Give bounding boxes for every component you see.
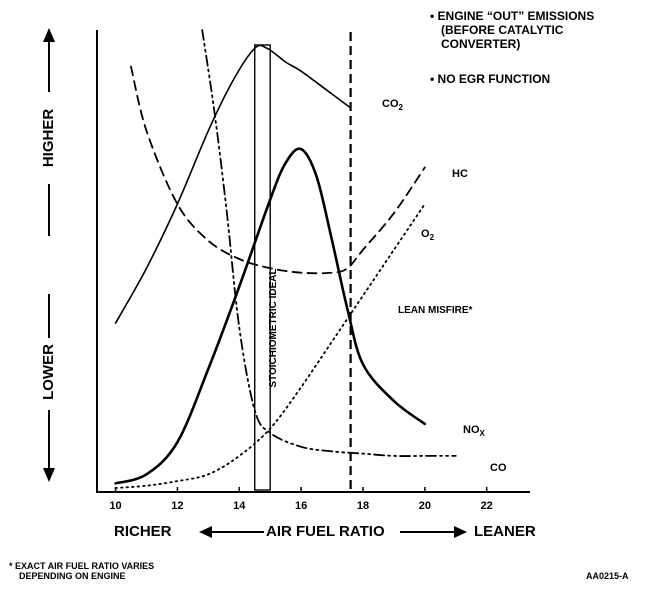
down-arrow-icon bbox=[43, 468, 55, 482]
series-label-hc: HC bbox=[452, 168, 468, 180]
x-tick-label: 10 bbox=[109, 500, 121, 512]
y-axis-label-lower: LOWER bbox=[40, 344, 57, 400]
x-tick-labels: 10 12 14 16 18 20 22 bbox=[109, 500, 492, 512]
y-axis-label-higher: HIGHER bbox=[40, 108, 57, 168]
series-label-nox: NOX bbox=[463, 424, 486, 438]
left-arrow-icon bbox=[199, 526, 212, 538]
x-tick-label: 16 bbox=[295, 500, 307, 512]
lean-misfire-label: LEAN MISFIRE* bbox=[398, 305, 473, 316]
note-before-catalytic: (BEFORE CATALYTIC bbox=[441, 23, 564, 37]
footnote-line-1: * EXACT AIR FUEL RATIO VARIES bbox=[9, 561, 155, 571]
x-tick-label: 12 bbox=[171, 500, 183, 512]
series-line-co bbox=[201, 29, 457, 457]
series-layer: CO2 NOX HC O2 CO bbox=[114, 29, 507, 489]
x-axis-label-leaner: LEANER bbox=[474, 523, 536, 540]
x-tick-label: 14 bbox=[233, 500, 246, 512]
series-line-co2 bbox=[114, 44, 352, 324]
right-arrow-icon bbox=[454, 526, 467, 538]
x-tick-marks bbox=[114, 487, 488, 492]
x-tick-label: 18 bbox=[357, 500, 369, 512]
axes bbox=[96, 30, 530, 493]
note-engine-out: • ENGINE “OUT” EMISSIONS bbox=[430, 9, 595, 23]
figure-code: AA0215-A bbox=[586, 571, 629, 581]
footnote-line-2: DEPENDING ON ENGINE bbox=[19, 571, 126, 581]
series-line-nox bbox=[114, 147, 427, 485]
up-arrow-icon bbox=[43, 28, 55, 42]
series-label-co2: CO2 bbox=[382, 98, 404, 112]
stoichiometric-label: STOICHIOMETRIC IDEAL bbox=[268, 268, 279, 388]
x-tick-label: 22 bbox=[481, 500, 493, 512]
series-line-hc bbox=[130, 65, 426, 275]
x-tick-label: 20 bbox=[419, 500, 431, 512]
note-converter: CONVERTER) bbox=[441, 37, 521, 51]
note-no-egr: • NO EGR FUNCTION bbox=[430, 72, 551, 86]
x-axis-label-richer: RICHER bbox=[114, 523, 172, 540]
series-line-o2 bbox=[114, 203, 426, 489]
series-label-co: CO bbox=[490, 462, 507, 474]
x-axis-title: AIR FUEL RATIO bbox=[266, 523, 385, 540]
y-axis-arrows bbox=[43, 28, 55, 482]
x-axis-arrows bbox=[199, 526, 467, 538]
series-label-o2: O2 bbox=[421, 228, 435, 242]
